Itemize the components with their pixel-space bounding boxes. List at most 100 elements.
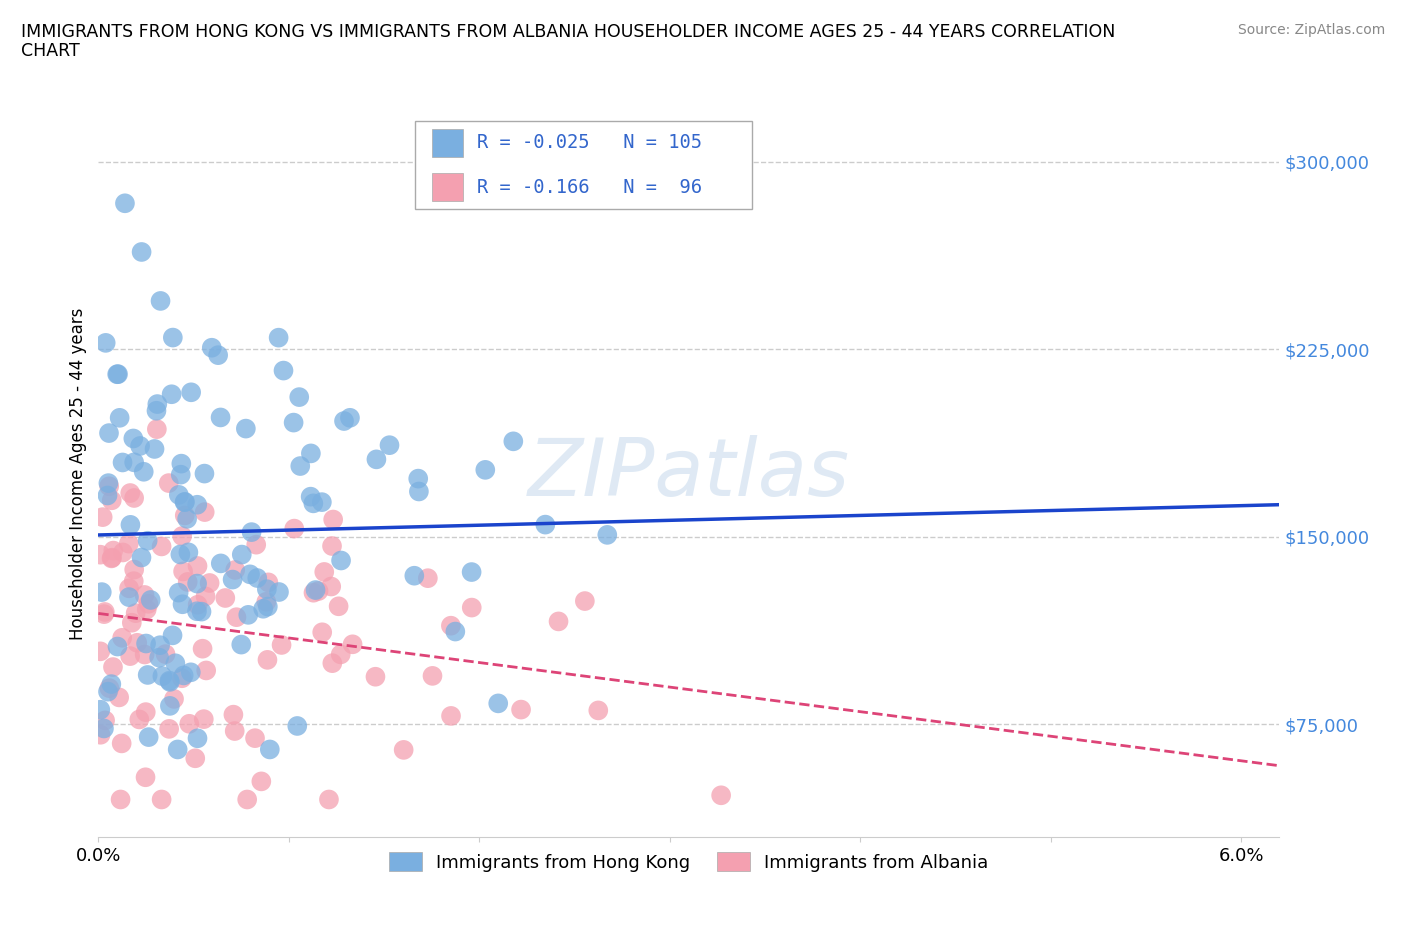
Point: [194, 589, 217, 604]
Point: [209, 410, 232, 425]
Point: [238, 607, 260, 622]
Point: [179, 716, 201, 731]
Text: R = -0.025   N = 105: R = -0.025 N = 105: [477, 134, 702, 153]
Point: [111, 736, 134, 751]
Point: [134, 588, 156, 603]
Point: [135, 770, 157, 785]
Point: [339, 410, 361, 425]
Point: [90, 727, 112, 742]
Point: [97, 684, 120, 699]
Point: [302, 585, 325, 600]
Text: R = -0.166   N =  96: R = -0.166 N = 96: [477, 178, 702, 196]
Point: [101, 551, 124, 565]
Point: [89, 702, 111, 717]
Point: [444, 624, 467, 639]
Point: [256, 599, 278, 614]
Point: [209, 556, 232, 571]
Text: CHART: CHART: [21, 42, 80, 60]
Point: [173, 668, 195, 683]
Point: [273, 363, 295, 378]
Point: [239, 567, 262, 582]
Point: [257, 575, 280, 590]
Point: [190, 604, 212, 619]
Point: [440, 709, 463, 724]
Point: [162, 628, 184, 643]
Point: [177, 545, 200, 560]
Point: [94, 713, 117, 728]
Point: [283, 521, 305, 536]
Point: [186, 577, 208, 591]
Point: [321, 579, 343, 594]
Point: [162, 330, 184, 345]
Point: [145, 404, 167, 418]
Point: [90, 585, 112, 600]
Point: [103, 543, 125, 558]
Point: [136, 533, 159, 548]
Point: [172, 528, 194, 543]
Point: [176, 512, 198, 526]
Point: [180, 665, 202, 680]
Point: [328, 599, 350, 614]
Point: [170, 457, 193, 472]
Point: [155, 646, 177, 661]
Point: [165, 656, 187, 671]
Point: [224, 724, 246, 738]
Point: [114, 196, 136, 211]
Point: [131, 245, 153, 259]
Point: [135, 636, 157, 651]
Point: [302, 496, 325, 511]
Point: [311, 625, 333, 640]
Point: [159, 698, 181, 713]
Point: [254, 594, 277, 609]
Point: [404, 568, 426, 583]
Point: [416, 571, 439, 586]
Point: [314, 565, 336, 579]
Point: [110, 792, 132, 807]
Point: [107, 366, 129, 381]
Point: [224, 563, 246, 578]
Point: [406, 472, 429, 486]
Point: [128, 712, 150, 727]
Point: [236, 792, 259, 807]
Point: [225, 610, 247, 625]
Point: [122, 490, 145, 505]
Point: [122, 574, 145, 589]
Point: [105, 366, 128, 381]
Point: [173, 495, 195, 510]
Point: [474, 462, 496, 477]
Point: [252, 602, 274, 617]
Point: [250, 774, 273, 789]
Point: [173, 508, 195, 523]
Point: [108, 410, 131, 425]
Point: [135, 705, 157, 720]
Point: [180, 385, 202, 400]
Text: Source: ZipAtlas.com: Source: ZipAtlas.com: [1237, 23, 1385, 37]
Point: [256, 582, 278, 597]
Point: [150, 792, 173, 807]
Point: [150, 539, 173, 554]
Point: [120, 485, 142, 500]
Point: [240, 525, 263, 539]
Point: [111, 455, 134, 470]
Point: [122, 455, 145, 470]
Point: [98, 479, 121, 494]
Point: [193, 466, 215, 481]
Point: [221, 572, 243, 587]
Point: [267, 585, 290, 600]
Point: [143, 442, 166, 457]
Y-axis label: Householder Income Ages 25 - 44 years: Householder Income Ages 25 - 44 years: [69, 308, 87, 641]
Point: [290, 458, 312, 473]
Point: [214, 591, 236, 605]
Point: [138, 730, 160, 745]
Point: [148, 650, 170, 665]
Point: [96, 488, 118, 503]
Point: [378, 438, 401, 453]
Point: [184, 751, 207, 765]
Text: IMMIGRANTS FROM HONG KONG VS IMMIGRANTS FROM ALBANIA HOUSEHOLDER INCOME AGES 25 : IMMIGRANTS FROM HONG KONG VS IMMIGRANTS …: [21, 23, 1115, 41]
Point: [159, 674, 181, 689]
Point: [187, 597, 209, 612]
Point: [243, 731, 266, 746]
Point: [408, 484, 430, 498]
Point: [596, 527, 619, 542]
Point: [134, 647, 156, 662]
